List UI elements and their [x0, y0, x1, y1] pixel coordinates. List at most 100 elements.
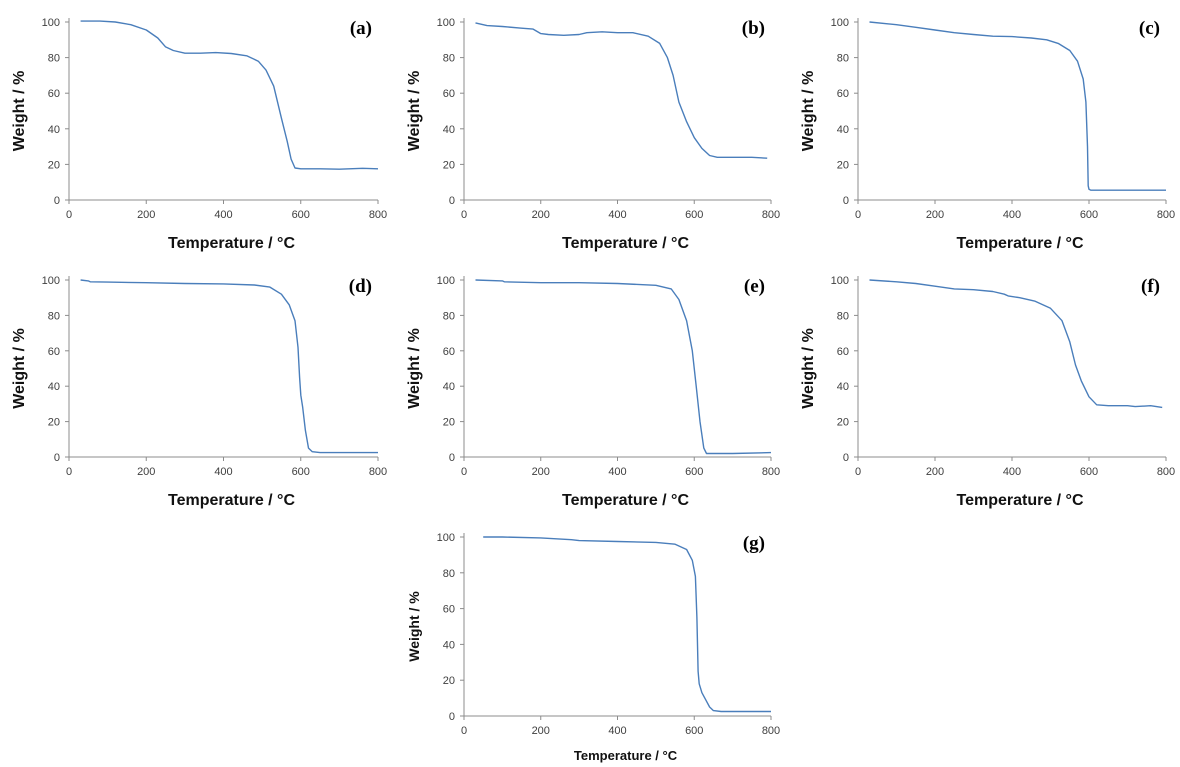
y-tick-label: 80 — [443, 53, 455, 65]
y-tick-label: 40 — [48, 381, 60, 393]
y-tick-label: 20 — [48, 159, 60, 171]
panel-label: (a) — [350, 18, 372, 39]
x-tick-label: 200 — [926, 209, 944, 221]
x-tick-label: 600 — [685, 725, 703, 737]
panel-a: 0 20 40 60 80 100 0 200 400 600 800 Temperature / °… — [11, 17, 387, 252]
y-axis-title: Weight / % — [406, 71, 423, 152]
x-axis-title: Temperature / °C — [956, 492, 1083, 509]
x-tick-label: 600 — [292, 466, 310, 478]
panel-label: (f) — [1141, 276, 1160, 297]
x-tick-label: 0 — [461, 725, 467, 737]
y-tick-label: 60 — [48, 346, 60, 358]
y-axis-title: Weight / % — [800, 328, 817, 409]
y-tick-label: 0 — [54, 452, 60, 464]
x-tick-label: 0 — [855, 209, 861, 221]
panel-d: 0 20 40 60 80 100 0 200 400 600 800 Temperature / °… — [11, 275, 387, 509]
y-tick-label: 100 — [831, 17, 849, 29]
x-tick-label: 200 — [532, 466, 550, 478]
x-tick-label: 200 — [926, 466, 944, 478]
weight-loss-curve — [475, 279, 772, 455]
x-axis-title: Temperature / °C — [168, 492, 295, 509]
y-tick-label: 80 — [48, 310, 60, 322]
panel-label: (b) — [742, 18, 765, 39]
x-tick-label: 400 — [608, 725, 626, 737]
y-axis-title: Weight / % — [406, 328, 423, 409]
x-tick-label: 0 — [461, 209, 467, 221]
y-tick-label: 0 — [843, 195, 849, 207]
y-tick-label: 100 — [831, 275, 849, 287]
x-tick-label: 400 — [1003, 209, 1021, 221]
y-tick-label: 20 — [443, 159, 455, 171]
y-tick-label: 20 — [443, 417, 455, 429]
x-tick-label: 600 — [1080, 466, 1098, 478]
y-tick-label: 20 — [837, 417, 849, 429]
y-tick-label: 100 — [42, 17, 60, 29]
x-axis-title: Temperature / °C — [562, 492, 689, 509]
panel-c: 0 20 40 60 80 100 0 200 400 600 800 Temperature / °… — [800, 17, 1175, 252]
weight-loss-curve — [80, 279, 378, 454]
y-tick-label: 0 — [54, 195, 60, 207]
x-tick-label: 400 — [1003, 466, 1021, 478]
y-tick-label: 100 — [437, 17, 455, 29]
y-tick-label: 60 — [837, 88, 849, 100]
y-tick-label: 60 — [443, 88, 455, 100]
y-axis-title: Weight / % — [800, 71, 817, 152]
x-tick-label: 0 — [66, 466, 72, 478]
x-tick-label: 600 — [292, 209, 310, 221]
y-tick-label: 20 — [443, 675, 455, 687]
y-tick-label: 40 — [837, 381, 849, 393]
y-tick-label: 80 — [443, 310, 455, 322]
x-tick-label: 800 — [762, 209, 780, 221]
weight-loss-curve — [80, 20, 379, 170]
weight-loss-curve — [869, 279, 1163, 409]
y-tick-label: 40 — [48, 124, 60, 136]
y-tick-label: 100 — [42, 275, 60, 287]
y-tick-label: 40 — [443, 124, 455, 136]
x-tick-label: 800 — [762, 725, 780, 737]
y-tick-label: 100 — [437, 275, 455, 287]
y-tick-label: 0 — [843, 452, 849, 464]
y-tick-label: 60 — [443, 604, 455, 616]
y-tick-label: 40 — [443, 381, 455, 393]
y-tick-label: 0 — [449, 452, 455, 464]
x-tick-label: 200 — [532, 725, 550, 737]
panel-e: 0 20 40 60 80 100 0 200 400 600 800 Temperature / °… — [406, 275, 780, 509]
y-tick-label: 0 — [449, 711, 455, 723]
x-tick-label: 600 — [685, 209, 703, 221]
y-tick-label: 80 — [443, 568, 455, 580]
y-tick-label: 40 — [443, 639, 455, 651]
x-tick-label: 600 — [1080, 209, 1098, 221]
x-tick-label: 0 — [461, 466, 467, 478]
panel-g: 0 20 40 60 80 100 0 200 400 600 800 Temperature / °… — [406, 532, 780, 763]
panel-label: (d) — [349, 276, 372, 297]
weight-loss-curve — [869, 21, 1166, 191]
x-tick-label: 800 — [1157, 466, 1175, 478]
x-axis-title: Temperature / °C — [574, 748, 678, 763]
y-axis-title: Weight / % — [11, 71, 28, 152]
x-tick-label: 400 — [608, 209, 626, 221]
x-axis-title: Temperature / °C — [956, 235, 1083, 252]
x-tick-label: 200 — [532, 209, 550, 221]
y-tick-label: 60 — [48, 88, 60, 100]
x-tick-label: 0 — [855, 466, 861, 478]
x-tick-label: 0 — [66, 209, 72, 221]
y-tick-label: 0 — [449, 195, 455, 207]
x-tick-label: 800 — [762, 466, 780, 478]
y-tick-label: 80 — [837, 53, 849, 65]
y-tick-label: 100 — [437, 532, 455, 544]
panel-label: (e) — [744, 276, 765, 297]
y-axis-title: Weight / % — [11, 328, 28, 409]
y-tick-label: 60 — [837, 346, 849, 358]
x-tick-label: 200 — [137, 209, 155, 221]
panel-label: (c) — [1139, 18, 1160, 39]
y-tick-label: 40 — [837, 124, 849, 136]
y-tick-label: 20 — [837, 159, 849, 171]
x-tick-label: 800 — [369, 209, 387, 221]
x-tick-label: 600 — [685, 466, 703, 478]
y-axis-title: Weight / % — [406, 591, 422, 662]
y-tick-label: 80 — [837, 310, 849, 322]
x-tick-label: 200 — [137, 466, 155, 478]
panel-b: 0 20 40 60 80 100 0 200 400 600 800 Temperature / °… — [406, 17, 780, 252]
x-tick-label: 400 — [214, 209, 232, 221]
